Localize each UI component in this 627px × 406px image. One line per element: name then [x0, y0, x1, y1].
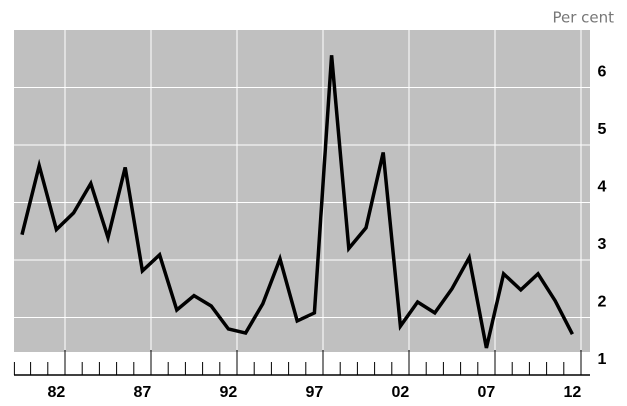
y-tick-label: 2 [598, 294, 607, 311]
line-series [20, 55, 574, 349]
x-tick-label: 12 [564, 384, 582, 401]
y-tick-label: 5 [598, 121, 607, 138]
y-tick-label: 4 [598, 179, 607, 196]
y-tick-label: 3 [598, 236, 607, 253]
x-tick-label: 97 [306, 384, 324, 401]
y-tick-label: 1 [598, 351, 607, 368]
x-tick-label: 92 [220, 384, 238, 401]
x-tick-label: 07 [478, 384, 496, 401]
x-tick-label: 02 [392, 384, 410, 401]
y-axis-label: Per cent [552, 9, 614, 27]
x-tick-label: 87 [134, 384, 152, 401]
y-tick-label: 6 [598, 64, 607, 81]
x-tick-label: 82 [48, 384, 66, 401]
plot-area [14, 30, 590, 352]
